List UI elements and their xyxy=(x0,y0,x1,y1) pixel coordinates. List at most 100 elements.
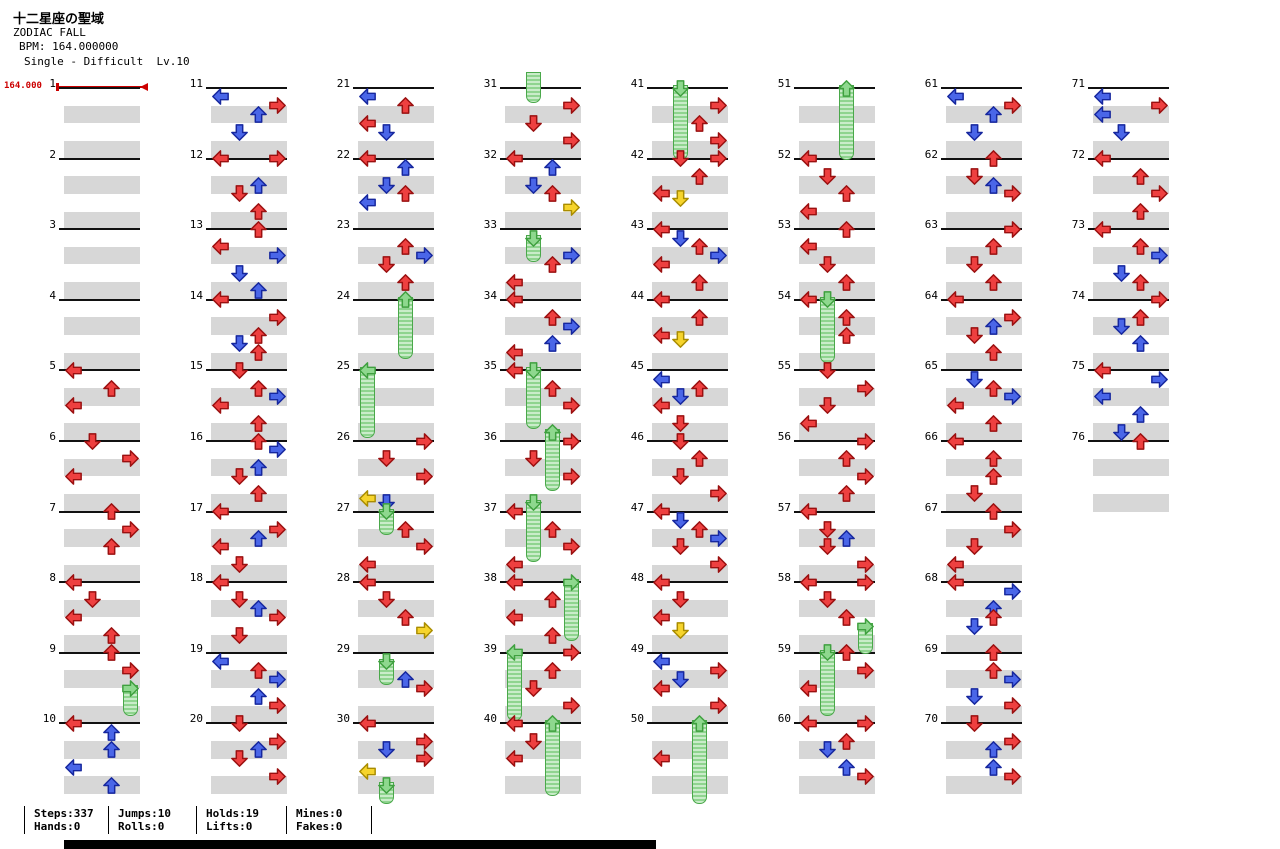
tap-arrow-eighth-up xyxy=(250,600,267,618)
beat-stripe xyxy=(358,211,434,230)
measure-number: 10 xyxy=(42,712,56,726)
tap-arrow-quarter-up xyxy=(838,220,855,238)
measure-line xyxy=(353,581,434,584)
tap-arrow-quarter-up xyxy=(544,379,561,397)
tap-arrow-quarter-left xyxy=(653,750,670,768)
measure-line xyxy=(206,298,287,301)
tap-arrow-quarter-left xyxy=(653,326,670,344)
hold-head-arrow xyxy=(525,494,542,512)
tap-arrow-quarter-down xyxy=(819,520,836,538)
tap-arrow-quarter-down xyxy=(672,414,689,432)
measure-line xyxy=(941,369,1022,372)
beat-stripe xyxy=(946,282,1022,300)
beat-stripe xyxy=(358,140,434,159)
beat-stripe xyxy=(505,529,581,547)
beat-stripe xyxy=(652,140,728,159)
tap-arrow-quarter-left xyxy=(506,503,523,520)
difficulty-label: Single - Difficult Lv.10 xyxy=(24,55,190,68)
tap-arrow-eighth-up xyxy=(985,176,1002,194)
tap-arrow-quarter-down xyxy=(231,750,248,768)
tap-arrow-quarter-up xyxy=(985,609,1002,626)
beat-stripe xyxy=(358,635,434,653)
tap-arrow-quarter-up xyxy=(397,185,414,203)
tap-arrow-quarter-right xyxy=(857,379,874,397)
tap-arrow-eighth-up xyxy=(838,759,855,776)
measure-line xyxy=(59,369,140,372)
beat-stripe xyxy=(799,176,875,194)
measure-number: 30 xyxy=(336,712,350,726)
tap-arrow-quarter-left xyxy=(212,397,229,415)
tap-arrow-quarter-up xyxy=(985,379,1002,397)
beat-stripe xyxy=(211,246,287,265)
measure-number: 75 xyxy=(1071,359,1085,373)
measure-number: 64 xyxy=(924,288,938,302)
beat-stripe xyxy=(64,352,140,371)
tap-arrow-quarter-left xyxy=(947,556,964,573)
tap-arrow-quarter-right xyxy=(710,132,727,150)
tap-arrow-quarter-down xyxy=(231,556,248,573)
measure-number: 2 xyxy=(49,147,56,161)
tap-arrow-quarter-right xyxy=(1004,185,1021,203)
measure-number: 39 xyxy=(483,641,497,655)
beat-stripe xyxy=(799,635,875,653)
tap-arrow-quarter-left xyxy=(653,291,670,309)
beat-stripe xyxy=(64,670,140,689)
beat-stripe xyxy=(358,741,434,759)
beat-stripe xyxy=(505,317,581,336)
measure-line xyxy=(500,157,581,160)
beat-stripe xyxy=(211,140,287,159)
tap-arrow-quarter-left xyxy=(65,714,82,732)
measure-number: 23 xyxy=(336,218,350,232)
measure-line xyxy=(500,722,581,725)
tap-arrow-quarter-left xyxy=(506,291,523,309)
tap-arrow-quarter-up xyxy=(985,662,1002,679)
measure-line xyxy=(647,369,728,372)
tap-arrow-quarter-up xyxy=(250,220,267,238)
tap-arrow-quarter-down xyxy=(84,591,101,609)
measure-line xyxy=(500,651,581,654)
tap-arrow-eighth-down xyxy=(819,741,836,759)
tap-arrow-quarter-left xyxy=(653,397,670,415)
measure-number: 48 xyxy=(630,571,644,585)
tap-arrow-quarter-down xyxy=(672,150,689,167)
beat-stripe xyxy=(211,493,287,512)
beat-stripe xyxy=(505,493,581,512)
tap-arrow-quarter-up xyxy=(985,238,1002,256)
beat-stripe xyxy=(358,282,434,300)
tap-arrow-quarter-right xyxy=(1151,97,1168,115)
tap-arrow-quarter-right xyxy=(1004,309,1021,326)
tap-arrow-eighth-up xyxy=(250,176,267,194)
stat-value: Holds:19 xyxy=(206,807,259,820)
measure-number: 20 xyxy=(189,712,203,726)
tap-arrow-quarter-left xyxy=(212,503,229,520)
tap-arrow-sixteenth-left xyxy=(359,763,376,781)
tap-arrow-quarter-right xyxy=(1151,291,1168,309)
tap-arrow-eighth-right xyxy=(1151,247,1168,265)
measure-line xyxy=(647,581,728,584)
tap-arrow-quarter-down xyxy=(378,256,395,273)
tap-arrow-quarter-down xyxy=(966,256,983,273)
tap-arrow-quarter-down xyxy=(231,185,248,203)
beat-stripe xyxy=(1093,493,1169,512)
beat-stripe xyxy=(799,105,875,124)
beat-stripe xyxy=(946,741,1022,759)
beat-stripe xyxy=(211,388,287,406)
beat-stripe xyxy=(505,741,581,759)
tap-arrow-quarter-left xyxy=(653,609,670,626)
bpm-marker-left-tick xyxy=(56,83,59,91)
tap-arrow-sixteenth-left xyxy=(359,489,376,507)
beat-stripe xyxy=(946,564,1022,583)
measure-number: 17 xyxy=(189,500,203,514)
beat-stripe xyxy=(799,705,875,724)
tap-arrow-quarter-up xyxy=(103,626,120,644)
beat-stripe xyxy=(946,423,1022,441)
measure-number: 36 xyxy=(483,430,497,443)
tap-arrow-eighth-up xyxy=(250,282,267,300)
beat-stripe xyxy=(505,776,581,794)
tap-arrow-eighth-up xyxy=(544,159,561,176)
tap-arrow-eighth-right xyxy=(710,529,727,547)
beat-stripe xyxy=(652,741,728,759)
beat-stripe xyxy=(64,529,140,547)
beat-stripe xyxy=(652,423,728,441)
measure-number: 12 xyxy=(189,147,203,161)
